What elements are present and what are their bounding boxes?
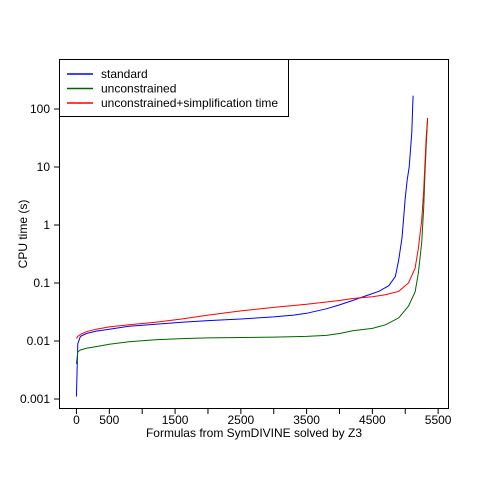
x-tick-label: 5500: [425, 413, 452, 427]
legend: standardunconstrainedunconstrained+simpl…: [59, 59, 289, 117]
y-tick-label: 100: [30, 102, 50, 116]
series-line-3: [75, 117, 429, 339]
series-line-2: [75, 117, 429, 365]
x-tick-label: 0: [73, 413, 80, 427]
legend-label-2: unconstrained: [101, 82, 176, 96]
x-axis-label: Formulas from SymDIVINE solved by Z3: [146, 426, 362, 440]
legend-label-3: unconstrained+simplification time: [101, 96, 278, 110]
y-tick-label: 0.01: [27, 334, 51, 348]
y-axis: 0.001 0.01 0.1 1 10 100: [20, 102, 60, 406]
x-tick-label: 3500: [293, 413, 320, 427]
y-tick-label: 0.001: [20, 392, 50, 406]
x-tick-label: 1500: [162, 413, 189, 427]
legend-box: [59, 59, 289, 117]
x-tick-label: 2500: [227, 413, 254, 427]
y-tick-label: 10: [37, 160, 51, 174]
y-tick-label: 0.1: [33, 276, 50, 290]
x-axis: 0 500 1500 2500 3500 4500 5500: [73, 408, 452, 427]
x-tick-label: 500: [99, 413, 119, 427]
x-tick-label: 4500: [359, 413, 386, 427]
series-line-1: [75, 95, 414, 397]
series-layer: [75, 95, 429, 397]
y-axis-label: CPU time (s): [16, 200, 30, 269]
legend-label-1: standard: [101, 67, 148, 81]
y-tick-label: 1: [43, 218, 50, 232]
